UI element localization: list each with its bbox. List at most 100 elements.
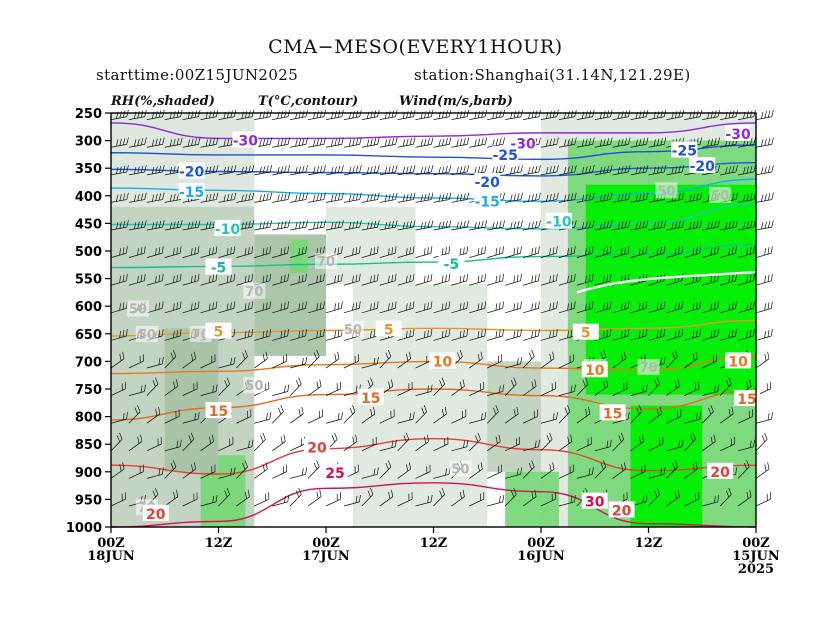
wind-barb-feather bbox=[456, 194, 459, 202]
wind-barb-feather bbox=[209, 166, 212, 174]
wind-barb bbox=[200, 441, 214, 452]
wind-barb-feather bbox=[116, 166, 119, 174]
wind-barb-feather bbox=[212, 302, 214, 310]
wind-barb-feather bbox=[627, 329, 630, 337]
wind-barb-feather bbox=[495, 405, 499, 412]
wind-barb-feather bbox=[259, 166, 262, 174]
wind-barb-feather bbox=[696, 220, 699, 228]
wind-barb-feather bbox=[169, 166, 173, 174]
wind-barb-feather bbox=[764, 303, 766, 311]
wind-barb-feather bbox=[316, 381, 319, 389]
wind-barb-feather bbox=[520, 467, 523, 475]
wind-barb-feather bbox=[209, 221, 212, 229]
wind-barb-feather bbox=[198, 137, 201, 145]
wind-barb-feather bbox=[656, 138, 660, 146]
wind-barb-feather bbox=[119, 464, 122, 472]
wind-barb-feather bbox=[728, 303, 731, 311]
wind-barb-feather bbox=[193, 351, 197, 359]
wind-barb bbox=[236, 252, 252, 258]
wind-barb-feather bbox=[538, 329, 540, 337]
wind-barb bbox=[576, 226, 593, 231]
wind-barb-feather bbox=[749, 489, 752, 497]
wind-barb-feather bbox=[764, 166, 767, 174]
wind-barb-feather bbox=[269, 246, 272, 254]
wind-barb-feather bbox=[316, 460, 320, 468]
wind-barb-feather bbox=[122, 413, 125, 421]
wind-barb-feather bbox=[753, 165, 756, 173]
wind-barb-feather bbox=[653, 139, 656, 147]
temperature-field-label: T(°C,contour) bbox=[258, 94, 359, 109]
wind-barb-feather bbox=[692, 432, 696, 440]
wind-barb-feather bbox=[241, 194, 244, 202]
wind-barb-feather bbox=[642, 302, 644, 310]
rh-label-bg bbox=[655, 182, 678, 199]
wind-barb bbox=[737, 335, 754, 341]
wind-barb bbox=[146, 383, 159, 396]
wind-barb bbox=[702, 360, 717, 369]
wind-barb-feather bbox=[660, 468, 663, 476]
rh-label-bg bbox=[449, 460, 472, 477]
wind-barb bbox=[558, 143, 575, 148]
wind-barb bbox=[684, 388, 699, 396]
wind-barb-feather bbox=[215, 494, 218, 502]
wind-barb-feather bbox=[444, 406, 447, 414]
wind-barb-feather bbox=[424, 166, 427, 174]
wind-barb-feather bbox=[459, 138, 463, 146]
wind-barb bbox=[254, 199, 271, 203]
wind-barb bbox=[648, 308, 664, 314]
wind-barb-feather bbox=[677, 489, 680, 497]
wind-barb-feather bbox=[122, 302, 125, 310]
wind-barb-feather bbox=[725, 222, 728, 230]
wind-barb bbox=[594, 446, 611, 452]
wind-barb bbox=[684, 252, 700, 258]
wind-barb bbox=[523, 226, 539, 231]
wind-barb-feather bbox=[585, 409, 588, 417]
wind-barb-feather bbox=[323, 273, 325, 281]
wind-barb-feather bbox=[355, 495, 358, 503]
wind-barb-feather bbox=[376, 246, 379, 254]
wind-barb-feather bbox=[603, 138, 606, 146]
wind-barb-feather bbox=[427, 220, 430, 228]
wind-barb-feather bbox=[728, 330, 731, 338]
wind-barb-feather bbox=[531, 303, 534, 311]
wind-barb bbox=[325, 116, 342, 120]
wind-barb-feather bbox=[621, 464, 624, 472]
wind-barb-feather bbox=[248, 440, 250, 448]
wind-barb-feather bbox=[477, 138, 481, 146]
wind-barb bbox=[666, 335, 682, 341]
wind-barb bbox=[755, 199, 772, 203]
wind-barb-feather bbox=[484, 273, 487, 281]
y-tick-label: 1000 bbox=[66, 521, 102, 536]
wind-barb-feather bbox=[367, 380, 371, 387]
wind-barb-feather bbox=[498, 385, 501, 393]
wind-barb bbox=[737, 252, 754, 258]
wind-barb-feather bbox=[295, 139, 298, 147]
wind-barb-feather bbox=[606, 110, 610, 118]
wind-barb-feather bbox=[319, 329, 322, 338]
wind-barb bbox=[594, 308, 611, 314]
wind-barb-feather bbox=[606, 302, 609, 310]
wind-barb-feather bbox=[678, 329, 680, 338]
wind-barb-feather bbox=[341, 137, 344, 145]
wind-barb bbox=[594, 386, 608, 396]
wind-barb-feather bbox=[690, 435, 694, 443]
wind-barb-feather bbox=[162, 165, 165, 173]
wind-barb-feather bbox=[480, 462, 483, 470]
wind-barb-feather bbox=[764, 330, 766, 338]
wind-barb-feather bbox=[480, 351, 483, 359]
wind-barb-feather bbox=[574, 137, 577, 145]
wind-barb bbox=[415, 252, 432, 258]
wind-barb-feather bbox=[334, 330, 336, 338]
wind-barb-feather bbox=[674, 349, 678, 357]
wind-barb bbox=[523, 116, 539, 120]
wind-barb-feather bbox=[663, 137, 667, 145]
wind-barb-feather bbox=[412, 329, 415, 337]
wind-barb-feather bbox=[441, 303, 444, 311]
wind-barb-feather bbox=[674, 248, 677, 256]
wind-barb-feather bbox=[695, 329, 698, 338]
wind-barb-feather bbox=[564, 407, 568, 415]
wind-barb-feather bbox=[689, 194, 692, 202]
wind-barb-feather bbox=[520, 329, 522, 337]
wind-barb-feather bbox=[323, 137, 326, 145]
